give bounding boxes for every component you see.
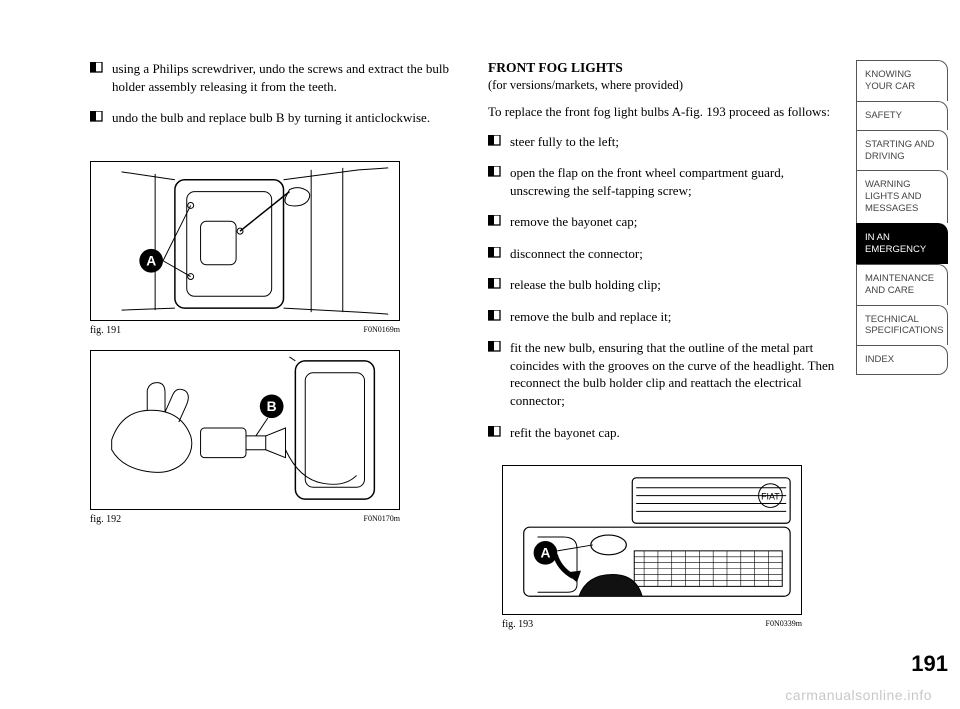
figure-192: B bbox=[90, 350, 400, 510]
figure-caption-row: fig. 192 F0N0170m bbox=[90, 514, 400, 525]
bullet-text: disconnect the connector; bbox=[510, 245, 838, 263]
bullet-icon bbox=[488, 278, 502, 290]
bullet-item: undo the bulb and replace bulb B by turn… bbox=[90, 109, 460, 127]
bullet-text: fit the new bulb, ensuring that the outl… bbox=[510, 339, 838, 409]
figure-caption: fig. 191 bbox=[90, 325, 121, 336]
bullet-icon bbox=[488, 310, 502, 322]
bullet-text: release the bulb holding clip; bbox=[510, 276, 838, 294]
page-number: 191 bbox=[911, 651, 948, 677]
figure-caption-row: fig. 193 F0N0339m bbox=[502, 619, 802, 630]
bullet-text: refit the bayonet cap. bbox=[510, 424, 838, 442]
figure-code: F0N0169m bbox=[364, 325, 400, 336]
section-tabs: KNOWING YOUR CARSAFETYSTARTING AND DRIVI… bbox=[856, 60, 948, 375]
figure-193: FIAT bbox=[502, 465, 802, 615]
figure-caption: fig. 193 bbox=[502, 619, 533, 630]
section-heading: FRONT FOG LIGHTS bbox=[488, 60, 838, 76]
bullet-item: steer fully to the left; bbox=[488, 133, 838, 151]
bullet-item: open the flap on the front wheel compart… bbox=[488, 164, 838, 199]
section-subheading: (for versions/markets, where provided) bbox=[488, 78, 838, 93]
svg-text:A: A bbox=[540, 545, 550, 561]
section-tab[interactable]: WARNING LIGHTS AND MESSAGES bbox=[856, 170, 948, 223]
section-tab[interactable]: INDEX bbox=[856, 345, 948, 375]
figure-caption: fig. 192 bbox=[90, 514, 121, 525]
bullet-icon bbox=[90, 62, 104, 74]
svg-text:A: A bbox=[146, 252, 156, 268]
section-intro: To replace the front fog light bulbs A-f… bbox=[488, 103, 838, 121]
bullet-icon bbox=[488, 426, 502, 438]
svg-text:FIAT: FIAT bbox=[761, 492, 780, 502]
bullet-text: remove the bulb and replace it; bbox=[510, 308, 838, 326]
left-column: using a Philips screwdriver, undo the sc… bbox=[90, 60, 460, 539]
bullet-text: using a Philips screwdriver, undo the sc… bbox=[112, 60, 460, 95]
manual-page: using a Philips screwdriver, undo the sc… bbox=[0, 0, 960, 709]
bullet-item: remove the bulb and replace it; bbox=[488, 308, 838, 326]
bullet-text: undo the bulb and replace bulb B by turn… bbox=[112, 109, 460, 127]
section-tab[interactable]: MAINTENANCE AND CARE bbox=[856, 264, 948, 305]
bullet-text: steer fully to the left; bbox=[510, 133, 838, 151]
bullet-icon bbox=[488, 341, 502, 353]
bullet-item: fit the new bulb, ensuring that the outl… bbox=[488, 339, 838, 409]
bullet-icon bbox=[488, 247, 502, 259]
figure-code: F0N0170m bbox=[364, 514, 400, 525]
section-tab[interactable]: STARTING AND DRIVING bbox=[856, 130, 948, 171]
bullet-item: refit the bayonet cap. bbox=[488, 424, 838, 442]
section-tab[interactable]: IN AN EMERGENCY bbox=[856, 223, 948, 264]
bullet-icon bbox=[488, 215, 502, 227]
bullet-text: open the flap on the front wheel compart… bbox=[510, 164, 838, 199]
figure-code: F0N0339m bbox=[766, 619, 802, 630]
bullet-text: remove the bayonet cap; bbox=[510, 213, 838, 231]
figure-caption-row: fig. 191 F0N0169m bbox=[90, 325, 400, 336]
bullet-item: using a Philips screwdriver, undo the sc… bbox=[90, 60, 460, 95]
section-tab[interactable]: SAFETY bbox=[856, 101, 948, 130]
bullet-icon bbox=[488, 135, 502, 147]
bullet-icon bbox=[488, 166, 502, 178]
bullet-icon bbox=[90, 111, 104, 123]
section-tab[interactable]: KNOWING YOUR CAR bbox=[856, 60, 948, 101]
section-tab[interactable]: TECHNICAL SPECIFICATIONS bbox=[856, 305, 948, 346]
figure-191: A bbox=[90, 161, 400, 321]
svg-text:B: B bbox=[267, 398, 277, 414]
right-column: FRONT FOG LIGHTS (for versions/markets, … bbox=[488, 60, 838, 644]
bullet-item: release the bulb holding clip; bbox=[488, 276, 838, 294]
bullet-item: remove the bayonet cap; bbox=[488, 213, 838, 231]
watermark: carmanualsonline.info bbox=[785, 687, 932, 703]
bullet-item: disconnect the connector; bbox=[488, 245, 838, 263]
